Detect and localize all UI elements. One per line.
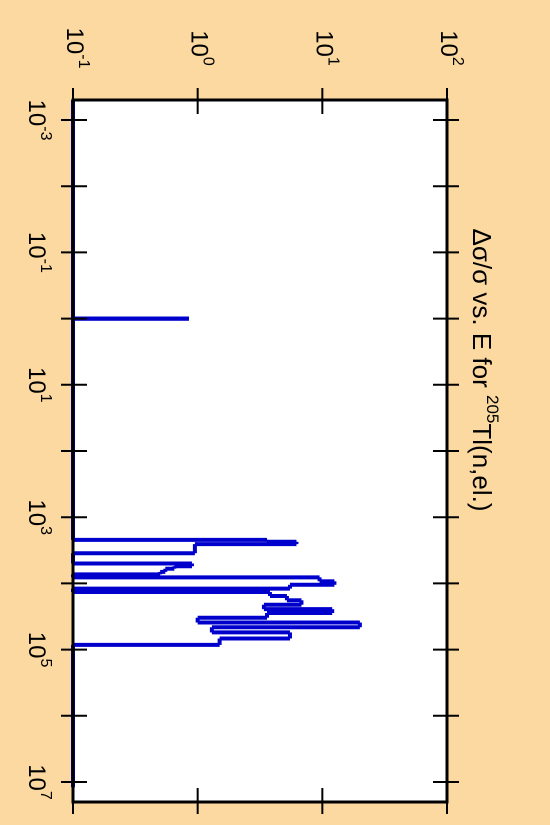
e-tick-label-2: 101: [23, 367, 54, 403]
delta-tick-label-3: 102: [435, 30, 466, 66]
title-isotope-mass: 205: [483, 395, 502, 423]
tick-marks: [61, 88, 459, 814]
e-tick-label-4: 105: [23, 632, 54, 668]
delta-tick-label-1: 100: [185, 30, 216, 66]
e-tick-label-1: 10-1: [23, 232, 54, 273]
e-tick-label-3: 103: [23, 499, 54, 535]
chart-title: Δσ/σ vs. E for 205Tl(n,el.): [467, 229, 501, 512]
delta-tick-label-0: 10-1: [61, 28, 92, 69]
e-tick-label-0: 10-3: [23, 100, 54, 141]
title-suffix: Tl(n,el.): [467, 423, 497, 511]
delta-tick-label-2: 101: [310, 30, 341, 66]
plot-area: [73, 100, 447, 802]
e-tick-label-5: 107: [23, 764, 54, 800]
title-prefix: Δσ/σ vs. E for: [467, 229, 497, 396]
